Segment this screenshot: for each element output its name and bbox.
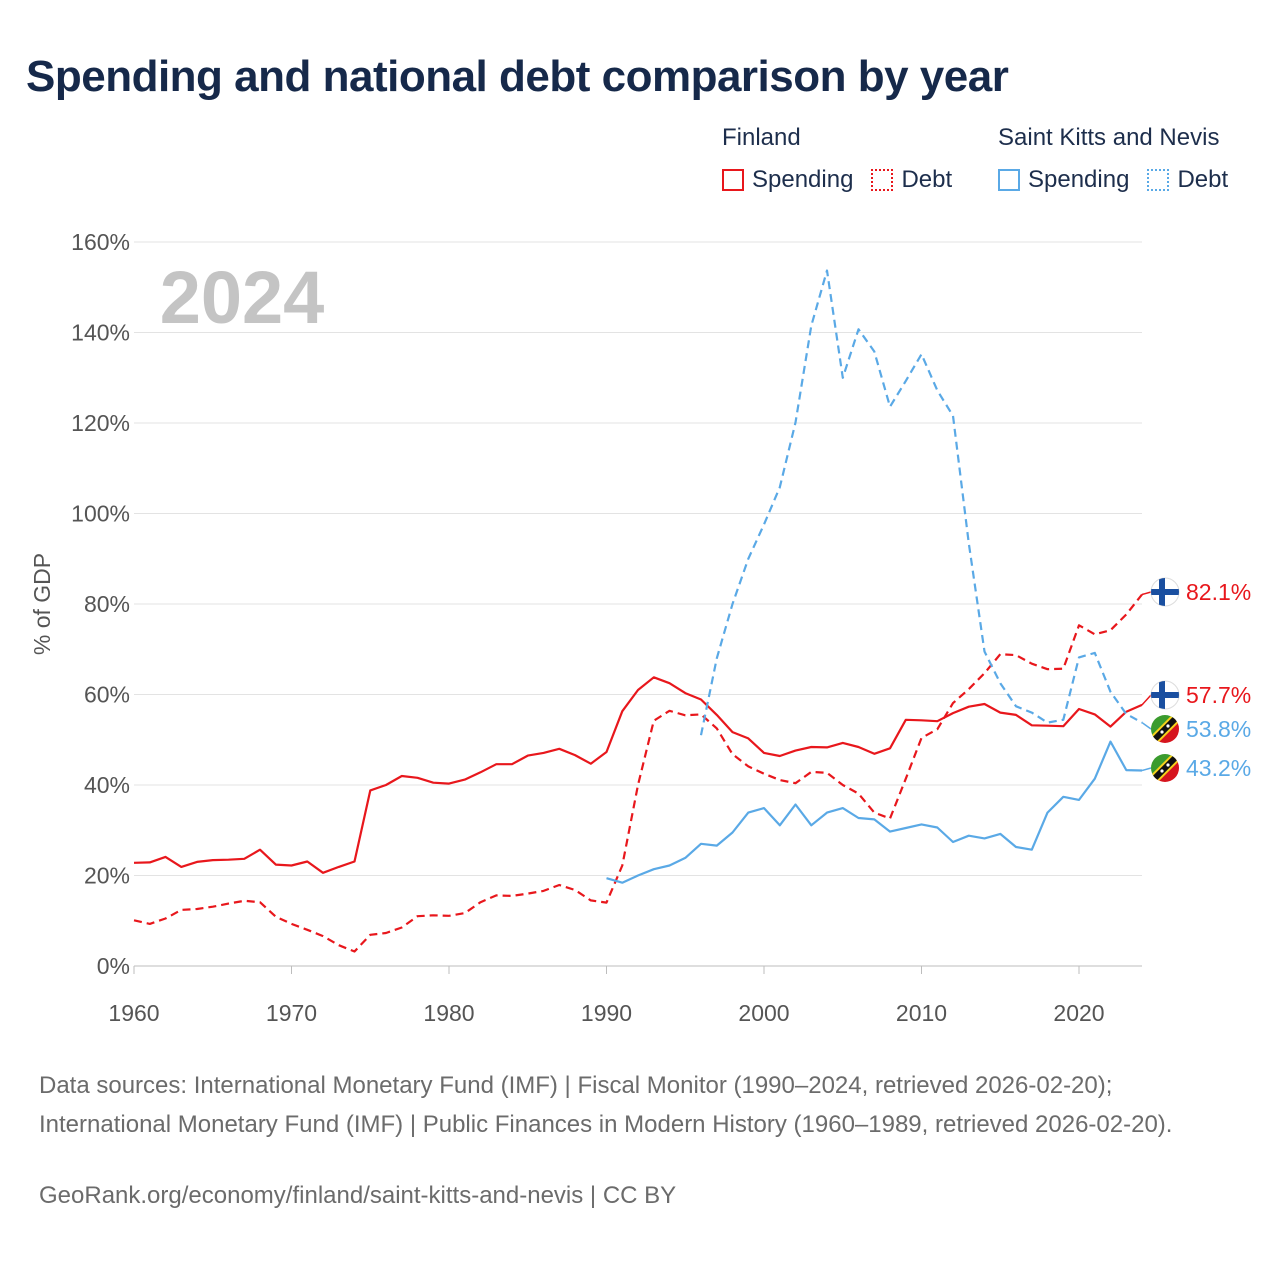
end-label-finland-debt: 82.1% <box>1186 579 1251 605</box>
year-label: 2024 <box>160 256 325 339</box>
legend-swatch-solid-icon <box>998 169 1020 191</box>
y-tick-label: 100% <box>71 501 130 527</box>
end-label-finland-spending: 57.7% <box>1186 682 1251 708</box>
legend-label: Debt <box>1177 166 1229 193</box>
legend-swatch-dotted-icon <box>871 169 894 191</box>
x-tick-label: 2000 <box>738 1000 789 1026</box>
series-lines <box>133 269 1143 953</box>
end-labels: 57.7% 82.1% 43.2% 53.8% <box>1141 577 1251 782</box>
end-connector <box>1141 767 1152 772</box>
y-tick-label: 20% <box>84 863 130 889</box>
y-tick-label: 60% <box>84 682 130 708</box>
finland-flag-icon <box>1150 680 1180 710</box>
y-tick-label: 0% <box>97 953 130 979</box>
saint-kitts-and-nevis-flag-icon <box>1151 715 1179 743</box>
legend-swatch-dotted-icon <box>1147 169 1170 191</box>
finland-flag-icon <box>1150 577 1180 607</box>
y-tick-label: 40% <box>84 772 130 798</box>
y-axis-ticks: 0% 20% 40% 60% 80% 100% 120% 140% 160% <box>71 229 130 979</box>
x-tick-label: 1960 <box>108 1000 159 1026</box>
legend-item-skn-debt[interactable]: Debt <box>1147 166 1228 194</box>
legend-row-finland: Spending Debt <box>722 166 970 194</box>
series-skn-debt[interactable] <box>699 269 1143 736</box>
x-tick-label: 1990 <box>581 1000 632 1026</box>
y-tick-label: 140% <box>71 320 130 346</box>
legend-item-finland-spending[interactable]: Spending <box>722 166 853 194</box>
legend-label: Debt <box>901 166 953 193</box>
series-finland-spending[interactable] <box>133 676 1143 874</box>
legend-item-skn-spending[interactable]: Spending <box>998 166 1129 194</box>
credit-link[interactable]: GeoRank.org/economy/finland/saint-kitts-… <box>39 1182 677 1209</box>
x-tick-label: 1970 <box>266 1000 317 1026</box>
y-tick-label: 160% <box>71 229 130 255</box>
series-finland-debt[interactable] <box>133 593 1143 953</box>
x-tick-label: 2010 <box>896 1000 947 1026</box>
x-tick-label: 1980 <box>423 1000 474 1026</box>
y-axis-label: % of GDP <box>29 553 55 655</box>
legend-row-saint-kitts-and-nevis: Spending Debt <box>998 166 1246 194</box>
line-chart: 0%20%40%60%80%100%120%140%160% 1960 1970 1… <box>29 229 1251 1026</box>
legend-swatch-solid-icon <box>722 169 744 191</box>
legend-item-finland-debt[interactable]: Debt <box>871 166 952 194</box>
y-tick-label: 80% <box>84 591 130 617</box>
legend-label: Spending <box>1028 166 1130 193</box>
end-connector <box>1141 694 1152 706</box>
legend-group-saint-kitts-and-nevis: Saint Kitts and Nevis <box>998 124 1220 151</box>
data-sources: Data sources: International Monetary Fun… <box>39 1072 1173 1138</box>
end-label-skn-spending: 43.2% <box>1186 755 1251 781</box>
legend-label: Spending <box>752 166 854 193</box>
end-connector <box>1141 591 1152 596</box>
end-label-skn-debt: 53.8% <box>1186 716 1251 742</box>
y-tick-label: 120% <box>71 410 130 436</box>
legend-group-finland: Finland <box>722 124 801 151</box>
chart-title: Spending and national debt comparison by… <box>26 52 1009 101</box>
x-tick-label: 2020 <box>1053 1000 1104 1026</box>
gridlines <box>134 241 1142 967</box>
end-connector <box>1141 721 1152 730</box>
x-axis-ticks: 1960 1970 1980 1990 2000 2010 2020 <box>108 966 1105 1026</box>
series-skn-spending[interactable] <box>606 740 1143 884</box>
saint-kitts-and-nevis-flag-icon <box>1151 754 1179 782</box>
